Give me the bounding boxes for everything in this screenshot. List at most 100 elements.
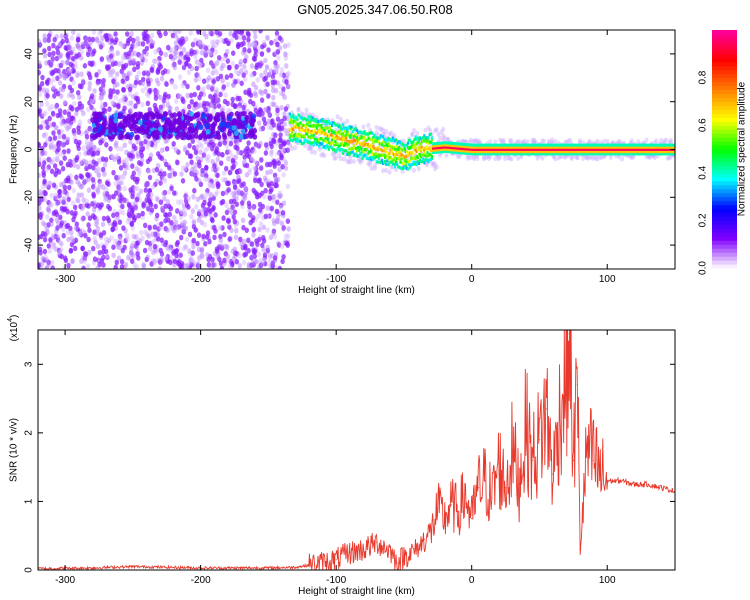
noise-cell [80,43,86,50]
noise-cell [68,123,73,130]
noise-cell [84,128,90,135]
noise-cell [284,79,289,85]
noise-cell [212,234,217,241]
ridge-cell [395,138,398,142]
noise-cell [241,40,246,47]
noise-cell [130,243,135,249]
noise-cell [266,108,271,114]
band-cell [129,115,135,122]
band-cell [248,118,254,125]
noise-cell [215,97,221,103]
noise-cell [268,234,274,241]
noise-cell [50,233,55,239]
noise-cell [66,51,71,57]
ridge-cell [372,141,375,145]
noise-cell [163,68,168,74]
noise-cell [134,234,139,240]
noise-cell [131,58,136,65]
noise-cell [115,145,121,152]
noise-cell [165,146,170,152]
noise-cell [273,182,278,189]
noise-cell [130,189,135,196]
noise-cell [271,122,276,128]
noise-cell [273,176,278,182]
ridge-cell [390,149,393,153]
noise-cell [62,99,67,105]
band-cell [172,112,178,118]
noise-cell [185,149,190,156]
noise-cell [38,60,42,66]
noise-cell [175,239,180,246]
noise-cell [133,204,138,210]
noise-cell [269,151,274,158]
ridge-cell [316,141,320,145]
ridge-cell [376,160,379,164]
ridge-halo-cell [342,156,346,162]
ridge-cell [310,133,313,137]
noise-cell [45,93,50,99]
noise-cell [242,192,247,199]
noise-cell [139,152,144,159]
noise-cell [79,174,85,180]
noise-cell [168,255,174,261]
noise-cell [50,110,56,117]
noise-cell [172,258,178,265]
noise-cell [81,110,86,117]
noise-cell [257,226,262,233]
ridge-halo-cell [564,139,569,145]
ridge-halo-cell [374,130,379,136]
ridge-cell [311,141,314,145]
ridge-halo-cell [509,156,514,162]
noise-cell [263,88,268,95]
noise-cell [278,72,284,78]
noise-cell [61,206,66,212]
noise-cell [173,54,178,61]
ridge-cell [308,124,311,128]
noise-cell [91,159,96,165]
noise-cell [201,233,206,240]
noise-cell [128,60,133,66]
noise-cell [175,159,180,166]
ridge-halo-cell [338,116,343,122]
noise-cell [153,231,158,237]
noise-cell [47,156,53,163]
noise-cell [239,80,244,87]
noise-cell [95,265,100,269]
noise-cell [217,31,223,37]
ridge-halo-cell [389,130,394,136]
noise-cell [154,89,159,95]
noise-cell [164,81,169,87]
noise-cell [45,214,50,220]
noise-cell [61,87,66,93]
band-cell [201,112,206,119]
ridge-halo-cell [647,154,652,160]
noise-cell [57,199,63,205]
ridge-halo-cell [387,131,392,137]
ridge-cell [401,142,404,146]
noise-cell [271,197,276,204]
ridge-cell [387,163,390,167]
noise-cell [277,190,282,196]
noise-cell [126,50,132,57]
noise-cell [213,49,219,55]
noise-cell [81,215,86,222]
noise-cell [87,36,92,43]
noise-cell [235,145,240,152]
noise-cell [194,59,200,65]
noise-cell [42,248,48,255]
ridge-cell [341,138,345,142]
ridge-cell [357,146,360,149]
ridge-cell [326,137,329,141]
noise-cell [145,70,151,76]
noise-cell [75,42,81,49]
noise-cell [192,102,197,108]
noise-cell [40,149,45,156]
noise-cell [210,40,215,46]
ridge-cell [512,145,515,149]
noise-cell [241,50,246,56]
ridge-cell [290,131,294,134]
noise-cell [214,87,220,93]
noise-cell [172,64,178,71]
noise-cell [285,147,290,153]
noise-cell [205,252,210,258]
